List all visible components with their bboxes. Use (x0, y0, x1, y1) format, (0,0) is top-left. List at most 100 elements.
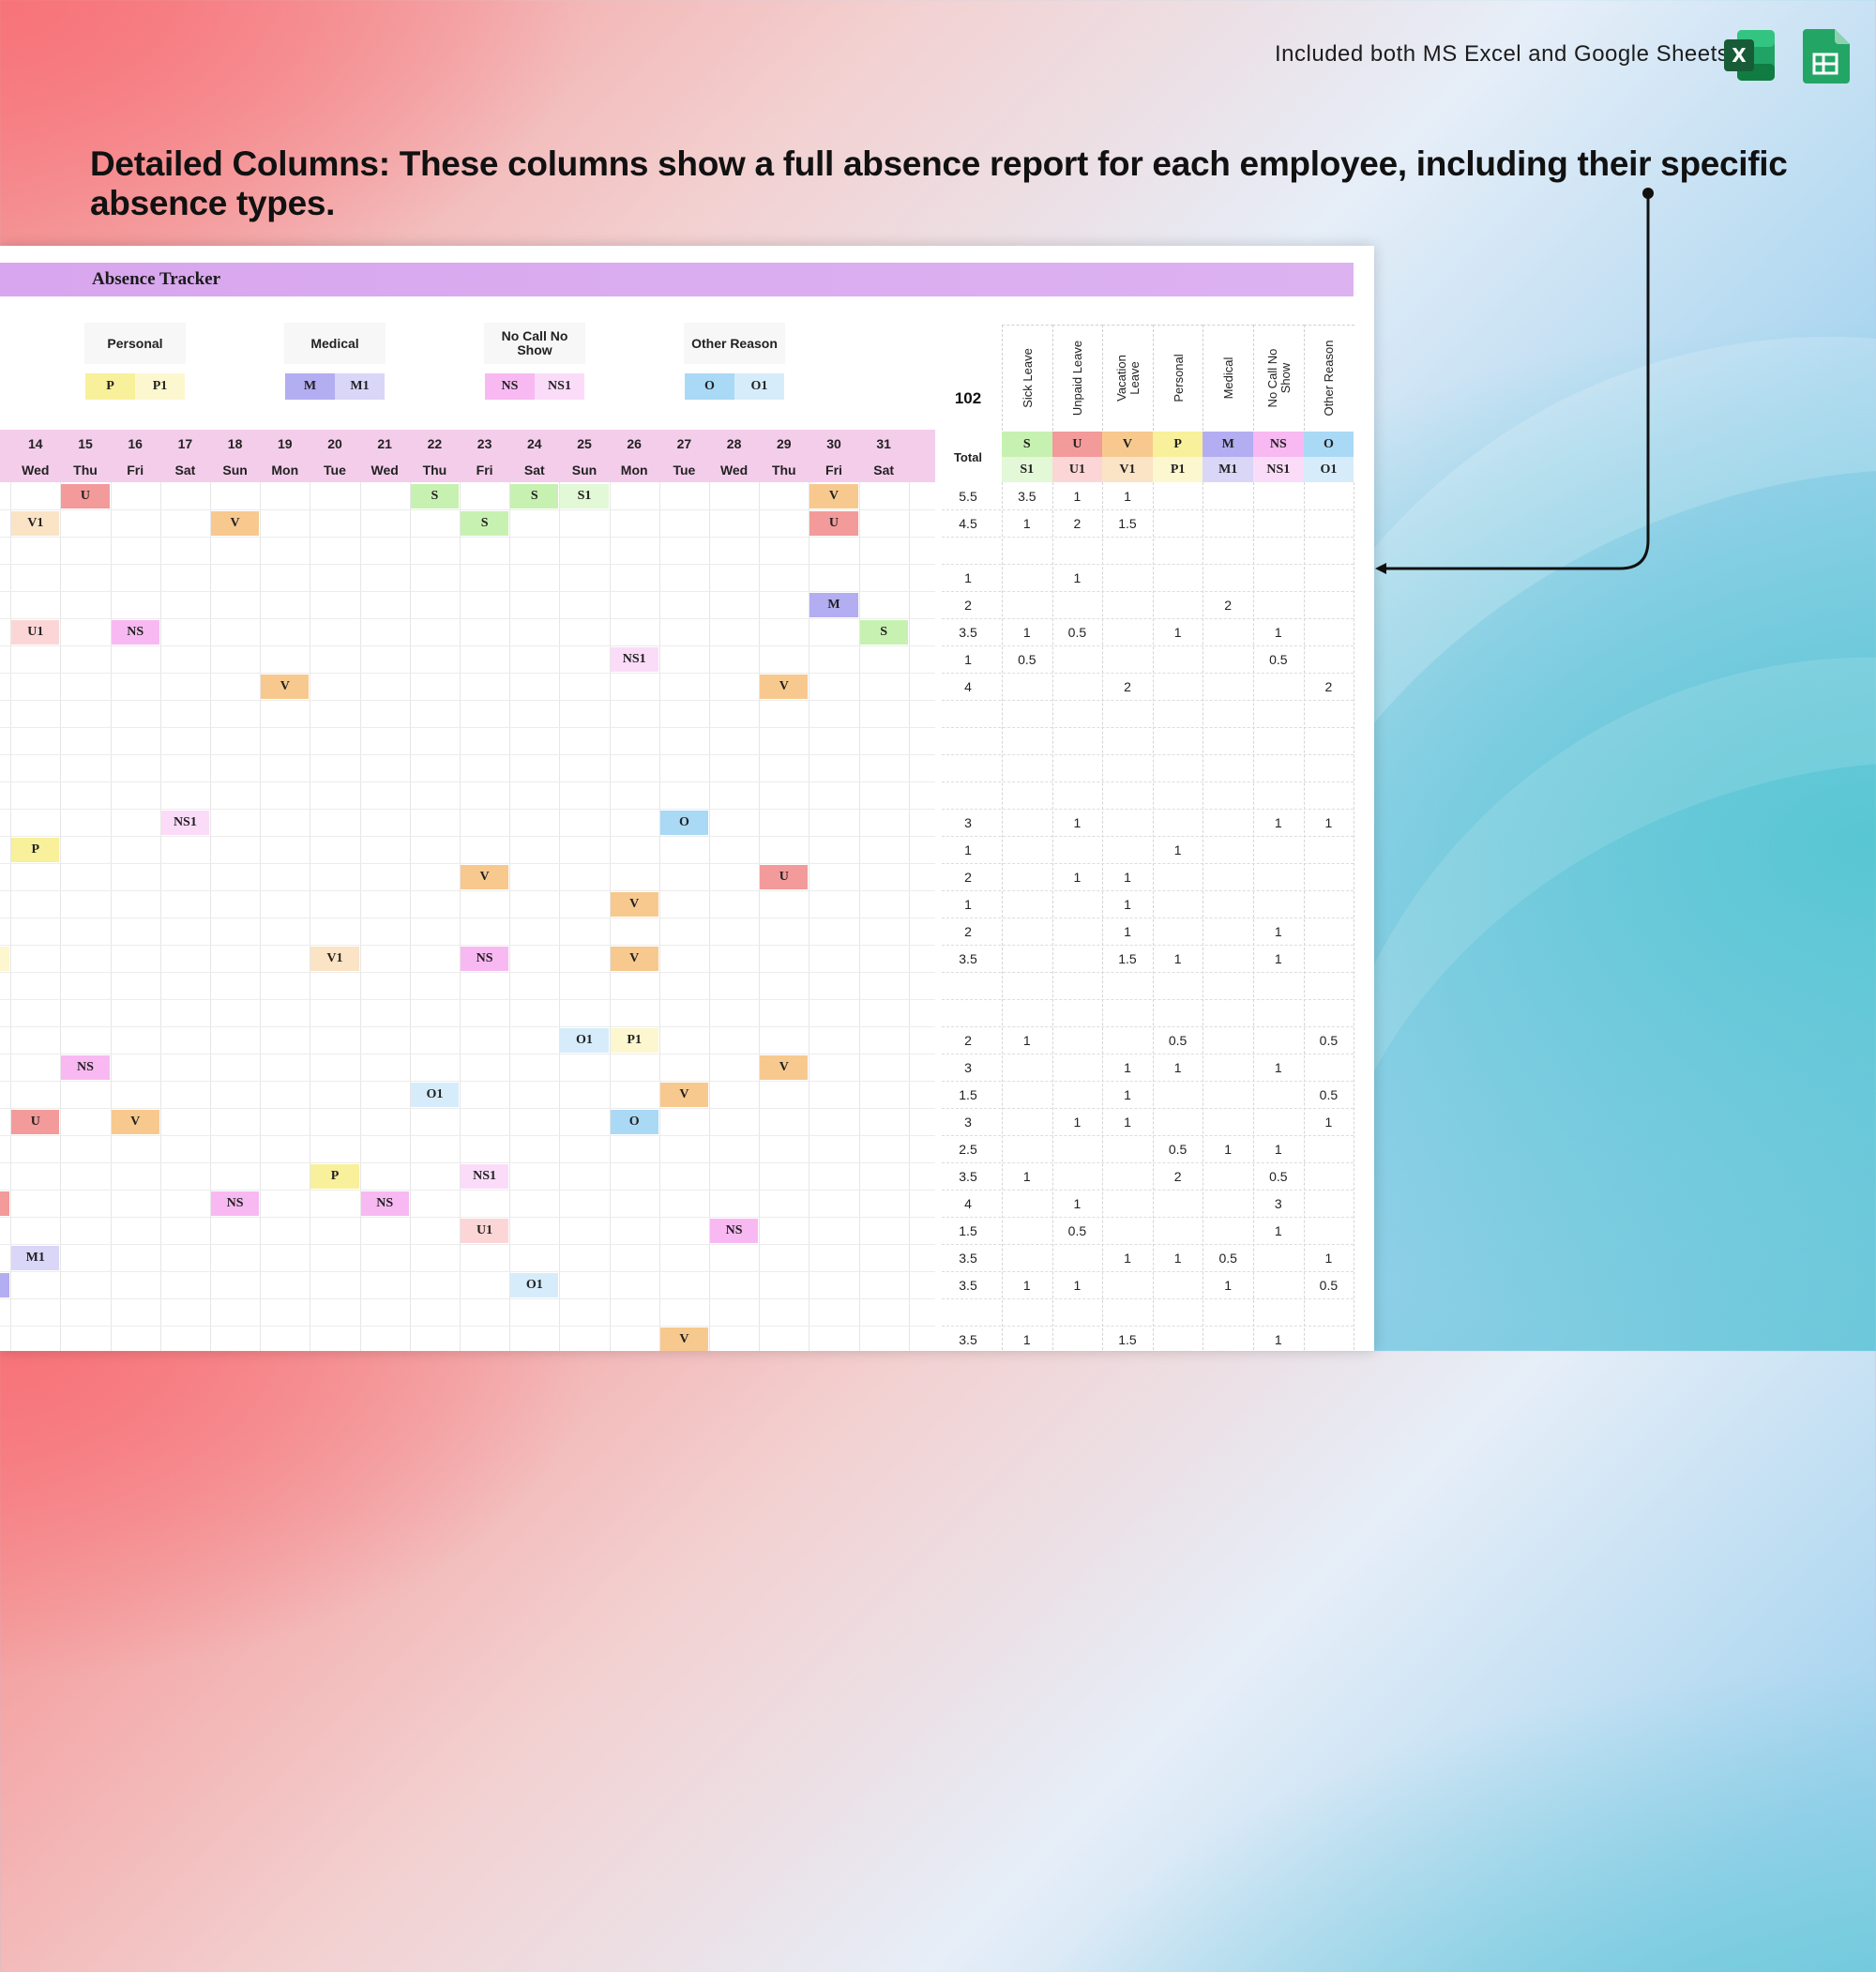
grid-line (1253, 482, 1254, 1351)
absence-mark[interactable]: NS (111, 620, 159, 645)
absence-mark[interactable]: V (659, 1327, 708, 1351)
legend-medical: Medical M M1 (284, 323, 386, 411)
grid-line (210, 482, 211, 1351)
absence-mark[interactable]: O1 (410, 1083, 459, 1107)
google-sheets-icon (1803, 29, 1850, 83)
row-line (942, 1081, 1354, 1082)
day-number: 15 (78, 436, 93, 451)
summary-column-header: Unpaid Leave (1051, 325, 1104, 431)
absence-mark[interactable]: V (261, 675, 310, 699)
absence-mark[interactable]: O (610, 1110, 658, 1134)
day-number: 20 (327, 436, 342, 451)
absence-mark[interactable]: M (0, 1273, 10, 1297)
row-line (0, 972, 935, 973)
absence-mark[interactable]: U (760, 865, 809, 889)
absence-mark[interactable]: NS1 (160, 811, 209, 835)
summary-value: 1 (1274, 1059, 1282, 1075)
absence-mark[interactable]: V1 (11, 511, 60, 536)
absence-mark[interactable]: P1 (0, 947, 10, 971)
absence-mark[interactable]: NS (211, 1191, 260, 1216)
absence-mark[interactable]: V (760, 1055, 809, 1080)
row-line (0, 890, 935, 891)
grid-line (1002, 482, 1003, 1351)
grid-line (1102, 482, 1104, 1351)
absence-mark[interactable]: U (61, 484, 110, 508)
row-line (942, 537, 1354, 538)
absence-mark[interactable]: M (809, 593, 858, 617)
absence-mark[interactable]: S (410, 484, 459, 508)
day-name: Mon (620, 463, 648, 478)
spreadsheet: Absence Tracker Personal P P1 Medical M … (0, 246, 1374, 1351)
absence-mark[interactable]: P (310, 1164, 359, 1189)
svg-text:X: X (1732, 44, 1747, 67)
absence-mark[interactable]: V (610, 892, 658, 917)
summary-column-header: Personal (1152, 325, 1204, 431)
summary-value: 1 (1274, 624, 1282, 640)
summary-code-secondary: NS1 (1253, 457, 1304, 482)
row-total: 1 (964, 896, 972, 912)
day-number: 21 (377, 436, 392, 451)
absence-mark[interactable]: V1 (310, 947, 359, 971)
row-line (0, 809, 935, 810)
absence-mark[interactable]: V (610, 947, 658, 971)
summary-value: 1 (1224, 1141, 1233, 1157)
absence-mark[interactable]: O1 (560, 1028, 609, 1053)
absence-mark[interactable]: NS1 (610, 647, 658, 672)
absence-mark[interactable]: U1 (461, 1219, 509, 1243)
summary-code: NS (1253, 432, 1304, 457)
row-line (942, 564, 1354, 565)
absence-mark[interactable]: V (211, 511, 260, 536)
absence-mark[interactable]: M1 (11, 1246, 60, 1270)
absence-mark[interactable]: S1 (560, 484, 609, 508)
absence-mark[interactable]: NS1 (461, 1164, 509, 1189)
day-name: Fri (825, 463, 842, 478)
absence-mark[interactable]: V (760, 675, 809, 699)
absence-mark[interactable]: O1 (510, 1273, 559, 1297)
row-line (942, 809, 1354, 810)
summary-value: 1 (1073, 869, 1082, 885)
summary-value: 3.5 (1018, 488, 1036, 504)
absence-mark[interactable]: NS (61, 1055, 110, 1080)
absence-mark[interactable]: NS (461, 947, 509, 971)
row-line (942, 945, 1354, 946)
absence-mark[interactable]: S (461, 511, 509, 536)
grid-line (1303, 482, 1305, 1351)
absence-mark[interactable]: V (809, 484, 858, 508)
absence-mark[interactable]: S (510, 484, 559, 508)
row-line (942, 1326, 1354, 1327)
absence-mark[interactable]: U (11, 1110, 60, 1134)
day-number: 18 (227, 436, 243, 451)
summary-code-secondary: S1 (1002, 457, 1052, 482)
row-line (942, 1190, 1354, 1191)
summary-value: 2 (1173, 1168, 1182, 1184)
row-line (0, 754, 935, 755)
absence-mark[interactable]: U (0, 1191, 10, 1216)
row-total: 2.5 (959, 1141, 977, 1157)
absence-mark[interactable]: P1 (610, 1028, 658, 1053)
absence-mark[interactable]: NS (360, 1191, 409, 1216)
row-line (0, 537, 935, 538)
absence-mark[interactable]: U1 (11, 620, 60, 645)
summary-value: 1 (1022, 1032, 1031, 1048)
summary-value: 1.5 (1118, 515, 1137, 531)
summary-value: 3 (1274, 1195, 1282, 1211)
summary-value: 1 (1073, 1277, 1082, 1293)
row-total: 2 (964, 923, 972, 939)
absence-mark[interactable]: V (461, 865, 509, 889)
grid-line (709, 482, 710, 1351)
summary-code: M (1203, 432, 1253, 457)
summary-value: 1 (1274, 1331, 1282, 1347)
absence-mark[interactable]: U (809, 511, 858, 536)
row-line (942, 836, 1354, 837)
day-number: 16 (128, 436, 143, 451)
absence-mark[interactable]: NS (710, 1219, 759, 1243)
row-total: 4 (964, 678, 972, 694)
absence-mark[interactable]: V (111, 1110, 159, 1134)
absence-mark[interactable]: S (859, 620, 908, 645)
absence-mark[interactable]: P (11, 838, 60, 862)
day-number: 14 (27, 436, 43, 451)
absence-mark[interactable]: V (659, 1083, 708, 1107)
row-line (0, 673, 935, 674)
absence-mark[interactable]: O (659, 811, 708, 835)
summary-value: 0.5 (1067, 624, 1087, 640)
